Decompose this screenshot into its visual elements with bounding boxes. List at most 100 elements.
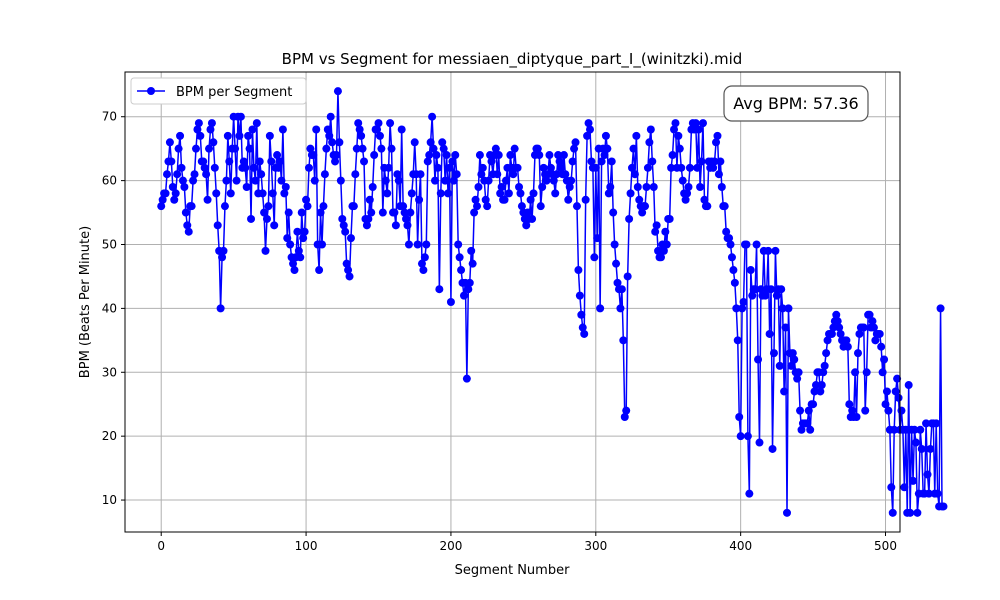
data-point — [384, 163, 393, 172]
data-point — [280, 189, 289, 198]
data-point — [580, 329, 589, 338]
data-point — [641, 202, 650, 211]
data-point — [446, 298, 455, 306]
data-point — [882, 387, 891, 396]
data-point — [827, 329, 836, 338]
data-point — [176, 131, 185, 140]
data-point — [769, 349, 778, 358]
data-point — [790, 355, 799, 364]
data-point — [323, 125, 332, 134]
data-point — [364, 214, 373, 223]
data-point — [174, 144, 183, 153]
data-point — [320, 170, 329, 179]
data-point — [506, 151, 515, 160]
data-point — [248, 125, 257, 134]
data-point — [226, 189, 235, 198]
data-point — [606, 183, 615, 191]
avg-annotation: Avg BPM: 57.36 — [723, 85, 869, 122]
data-point — [612, 259, 621, 268]
data-point — [554, 151, 563, 160]
data-point — [462, 374, 471, 383]
data-point — [587, 157, 596, 166]
data-point — [449, 176, 458, 185]
x-tick-label: 100 — [295, 539, 318, 553]
data-point — [816, 387, 825, 396]
data-point — [470, 208, 479, 217]
data-point — [493, 170, 502, 179]
data-point — [619, 336, 628, 345]
data-point — [887, 483, 896, 492]
data-point — [459, 291, 468, 300]
data-point — [242, 183, 251, 191]
data-point — [290, 266, 299, 275]
data-point — [338, 214, 347, 223]
data-point — [487, 157, 496, 166]
data-point — [339, 221, 348, 230]
data-point — [674, 131, 683, 140]
data-point — [351, 170, 360, 179]
data-point — [413, 240, 422, 249]
data-point — [244, 131, 253, 140]
data-point — [893, 374, 902, 383]
data-point — [468, 259, 477, 268]
data-point — [426, 138, 435, 147]
data-point — [297, 208, 306, 217]
data-point — [349, 202, 358, 211]
data-point — [268, 189, 277, 198]
data-point — [178, 176, 187, 185]
data-point — [604, 189, 613, 198]
data-point — [335, 138, 344, 147]
data-point — [523, 208, 532, 217]
data-point — [735, 413, 744, 421]
data-point — [875, 329, 884, 338]
data-point — [168, 183, 177, 191]
legend-marker — [147, 87, 155, 95]
data-point — [252, 119, 261, 128]
data-point — [404, 240, 413, 249]
data-point — [726, 240, 735, 249]
data-point — [355, 125, 364, 134]
data-point — [202, 170, 211, 179]
data-point — [623, 272, 632, 281]
data-point — [331, 157, 340, 166]
data-point — [601, 131, 610, 140]
data-point — [399, 202, 408, 211]
data-point — [278, 125, 287, 134]
data-point — [478, 163, 487, 172]
data-point — [685, 163, 694, 172]
data-point — [387, 144, 396, 153]
data-point — [788, 349, 797, 358]
y-tick-label: 50 — [102, 238, 117, 252]
avg-annotation-text: Avg BPM: 57.36 — [733, 94, 858, 113]
x-axis-label: Segment Number — [455, 563, 571, 578]
data-point — [755, 438, 764, 447]
data-point — [720, 202, 729, 211]
data-point — [375, 131, 384, 140]
data-point — [309, 151, 318, 160]
data-point — [739, 298, 748, 306]
data-point — [546, 163, 555, 172]
data-point — [345, 272, 354, 281]
data-point — [911, 438, 920, 447]
data-point — [764, 246, 773, 255]
data-point — [455, 253, 464, 262]
data-point — [784, 304, 793, 313]
data-point — [428, 112, 437, 121]
data-point — [871, 336, 880, 345]
x-tick-label: 300 — [584, 539, 607, 553]
data-point — [212, 189, 221, 198]
x-tick-label: 0 — [157, 539, 165, 553]
data-point — [670, 125, 679, 134]
series-layer — [157, 87, 948, 517]
data-point — [590, 253, 599, 262]
data-point — [475, 151, 484, 160]
chart-title: BPM vs Segment for messiaen_diptyque_par… — [282, 50, 743, 69]
data-point — [325, 131, 334, 140]
data-point — [251, 176, 260, 185]
data-point — [510, 144, 519, 153]
data-point — [431, 176, 439, 185]
data-point — [781, 323, 790, 332]
data-point — [362, 221, 371, 230]
data-point — [194, 119, 203, 128]
